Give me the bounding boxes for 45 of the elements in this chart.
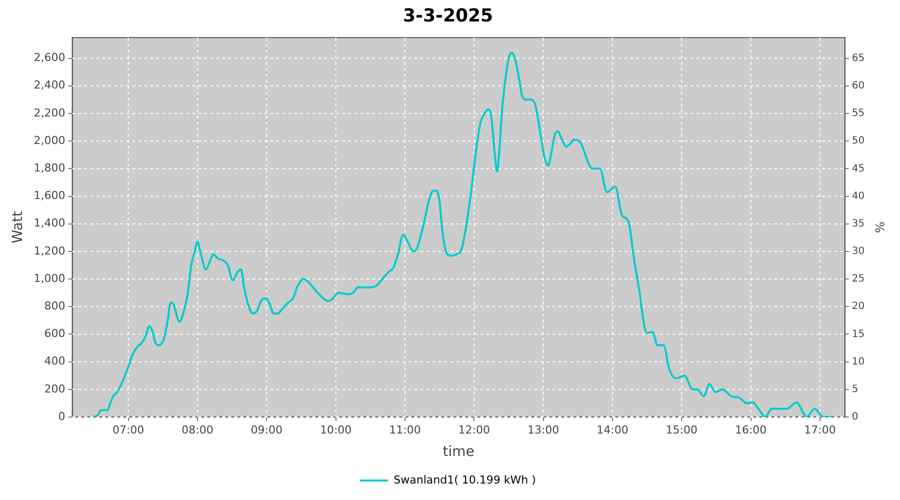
y-tick-label: 600 xyxy=(44,327,66,340)
y2-tick-label: 40 xyxy=(852,190,865,202)
x-tick-label: 11:00 xyxy=(389,423,421,436)
y2-tick-label: 10 xyxy=(852,356,865,368)
y-tick-label: 0 xyxy=(58,410,66,423)
x-axis-title: time xyxy=(442,444,474,460)
y-tick-label: 1,200 xyxy=(34,244,66,258)
y2-tick-label: 45 xyxy=(852,163,865,174)
chart-title: 3-3-2025 xyxy=(402,5,494,26)
y-tick-label: 2,600 xyxy=(34,51,66,64)
y2-tick-label: 65 xyxy=(852,52,865,64)
x-tick-label: 16:00 xyxy=(734,423,767,436)
line-series xyxy=(92,52,833,417)
y-tick-label: 800 xyxy=(44,299,66,312)
y2-tick-label: 50 xyxy=(852,136,865,147)
y-tick-label: 1,400 xyxy=(34,216,66,230)
y-tick-label: 2,000 xyxy=(34,134,66,147)
x-tick-label: 07:00 xyxy=(112,423,144,436)
y-tick-label: 400 xyxy=(44,354,66,368)
y-tick-label: 2,200 xyxy=(34,106,66,120)
y-tick-label: 1,000 xyxy=(34,272,66,285)
x-tick-label: 17:00 xyxy=(804,423,836,436)
y-tick-label: 200 xyxy=(44,382,66,396)
y2-tick-label: 20 xyxy=(852,301,865,312)
x-tick-label: 09:00 xyxy=(250,423,282,436)
y2-tick-label: 55 xyxy=(852,108,865,120)
x-tick-label: 15:00 xyxy=(666,423,698,436)
x-tick-label: 14:00 xyxy=(596,423,628,436)
x-tick-label: 12:00 xyxy=(458,423,490,436)
y2-tick-label: 30 xyxy=(852,246,865,258)
y2-tick-label: 60 xyxy=(852,80,865,92)
y2-tick-label: 5 xyxy=(852,384,858,395)
y-axis-title: Watt xyxy=(10,210,26,244)
y2-tick-label: 25 xyxy=(852,274,865,285)
x-tick-label: 13:00 xyxy=(527,423,560,436)
legend-label: Swanland1( 10.199 kWh ) xyxy=(394,473,536,486)
y-tick-label: 2,400 xyxy=(34,78,66,92)
y-tick-label: 1,600 xyxy=(34,189,66,202)
x-tick-label: 08:00 xyxy=(182,423,214,436)
y2-tick-label: 0 xyxy=(852,412,858,423)
y-tick-label: 1,800 xyxy=(34,162,66,175)
x-tick-label: 10:00 xyxy=(320,423,352,436)
y2-tick-label: 35 xyxy=(852,218,865,230)
y2-tick-label: 15 xyxy=(852,328,865,340)
y2-axis-title: % xyxy=(872,222,887,234)
